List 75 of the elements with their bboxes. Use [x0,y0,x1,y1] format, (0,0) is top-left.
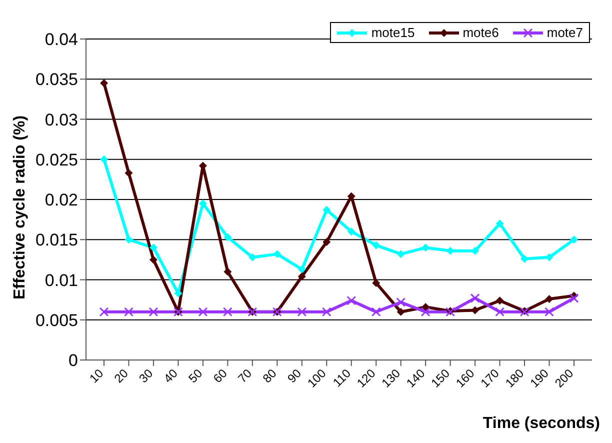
x-tick-label: 10 [86,366,106,386]
x-tick-label: 70 [235,366,255,386]
y-tick-label: 0.035 [35,70,78,90]
point [224,233,232,242]
point [148,307,158,317]
x-tick-label: 190 [527,366,552,390]
point [372,241,380,250]
legend-label: mote6 [462,25,499,40]
point [124,236,133,244]
x-tick-label: 140 [404,366,428,390]
point [470,293,480,303]
point [297,307,307,317]
x-tick-label: 200 [552,366,576,390]
point [371,307,381,317]
x-tick-label: 30 [136,366,156,386]
point [149,244,158,252]
x-tick-label: 160 [453,366,478,390]
y-tick-label: 0.01 [44,270,78,290]
point [471,246,480,255]
y-tick-label: 0.005 [35,310,78,330]
x-tick-label: 180 [502,366,527,390]
x-axis-title: Time (seconds) [482,415,600,433]
point [396,250,405,258]
point [495,307,505,317]
point [198,307,208,317]
point [149,256,158,264]
x-tick-label: 130 [378,366,404,390]
point [471,306,480,314]
point [496,296,504,305]
point [347,228,356,236]
point [100,155,108,164]
point [496,220,504,228]
point [124,169,133,178]
y-tick-label: 0.04 [44,30,78,50]
point [396,308,405,316]
x-tick-label: 80 [260,366,280,386]
point [99,307,109,317]
point [396,297,406,307]
point [248,253,256,262]
y-tick-label: 0.025 [35,150,78,170]
x-tick-label: 120 [354,366,378,390]
point [298,272,306,281]
point [420,307,430,317]
point [322,206,331,214]
point [298,265,306,274]
x-tick-label: 110 [330,366,354,390]
point [569,293,579,303]
x-tick-label: 60 [210,366,230,386]
y-axis-title: Effective cycle radio (%) [12,115,29,300]
x-tick-label: 50 [186,366,206,386]
y-tick-label: 0 [68,351,78,370]
point [545,295,554,304]
x-tick-label: 40 [160,366,181,386]
point [224,268,232,276]
point [570,236,578,244]
point [124,307,134,317]
x-tick-label: 150 [428,366,453,390]
point [372,278,380,287]
point [544,307,554,317]
x-tick-label: 170 [478,366,502,390]
point [273,250,282,258]
point [322,238,331,246]
point [346,296,356,306]
y-tick-label: 0.015 [35,230,78,250]
x-tick-label: 90 [284,366,304,386]
point [100,79,108,88]
legend-label: mote15 [370,25,415,40]
y-tick-label: 0.02 [44,190,78,210]
point [222,307,232,317]
legend-label: mote7 [546,25,583,40]
x-tick-label: 100 [304,366,329,390]
point [322,307,332,317]
y-tick-label: 0.03 [44,110,78,130]
x-tick-label: 20 [112,366,132,386]
point [198,200,207,208]
